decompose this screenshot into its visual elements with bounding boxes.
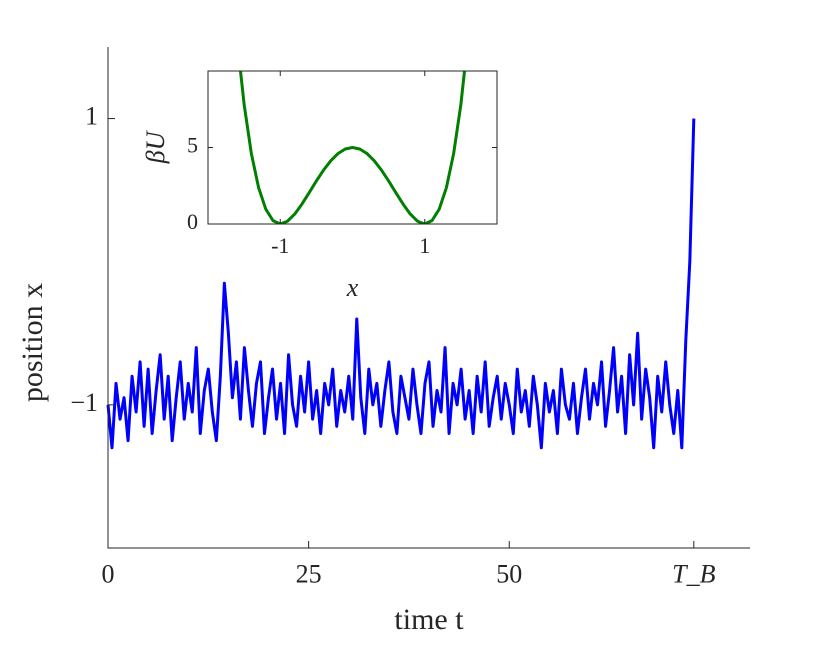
x-axis-label: time t bbox=[394, 603, 464, 636]
y-tick-label: −1 bbox=[70, 388, 98, 417]
x-tick-label: 50 bbox=[496, 560, 522, 589]
x-axis-label: x bbox=[346, 273, 359, 302]
x-tick-label: 0 bbox=[102, 560, 115, 589]
x-tick-label: T_B bbox=[672, 560, 715, 589]
data-line bbox=[238, 71, 467, 224]
x-tick-label: -1 bbox=[271, 233, 289, 258]
y-tick-label: 1 bbox=[85, 102, 98, 131]
y-axis-label: position x bbox=[16, 283, 49, 402]
y-tick-label: 5 bbox=[187, 133, 198, 158]
x-tick-label: 25 bbox=[296, 560, 322, 589]
y-tick-label: 0 bbox=[187, 209, 198, 234]
y-axis-label: βU bbox=[141, 129, 170, 164]
data-line bbox=[106, 118, 696, 450]
x-tick-label: 1 bbox=[419, 233, 430, 258]
